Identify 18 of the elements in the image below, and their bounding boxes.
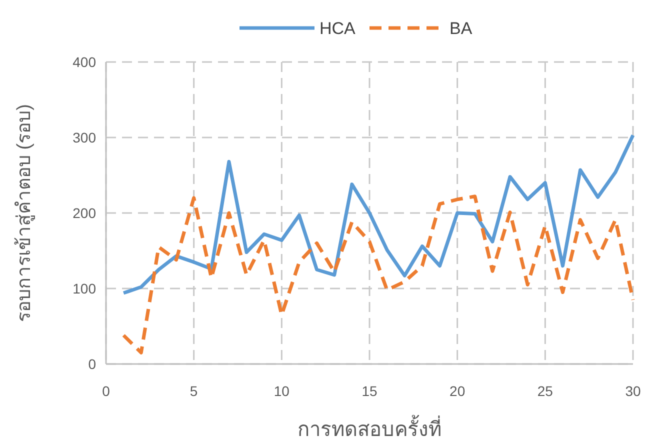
x-tick-label: 5: [190, 383, 198, 399]
legend-label: HCA: [320, 18, 356, 38]
y-axis-title: รอบการเข้าสู่คำตอบ (รอบ): [14, 104, 35, 322]
x-axis-title: การทดสอบครั้งที่: [298, 415, 442, 441]
y-tick-label: 300: [72, 129, 96, 146]
y-tick-label: 200: [72, 204, 96, 221]
x-tick-label: 10: [274, 383, 290, 399]
x-tick-label: 25: [537, 383, 554, 399]
x-tick-label: 0: [102, 383, 110, 399]
y-tick-label: 0: [88, 356, 96, 372]
legend-label: BA: [450, 18, 473, 38]
y-tick-label: 400: [72, 54, 96, 70]
y-tick-label: 100: [72, 280, 96, 296]
line-series: [122, 194, 635, 354]
x-tick-label: 20: [450, 383, 466, 399]
line-series: [122, 133, 635, 295]
x-tick-label: 30: [625, 383, 641, 399]
x-tick-label: 15: [362, 383, 378, 399]
